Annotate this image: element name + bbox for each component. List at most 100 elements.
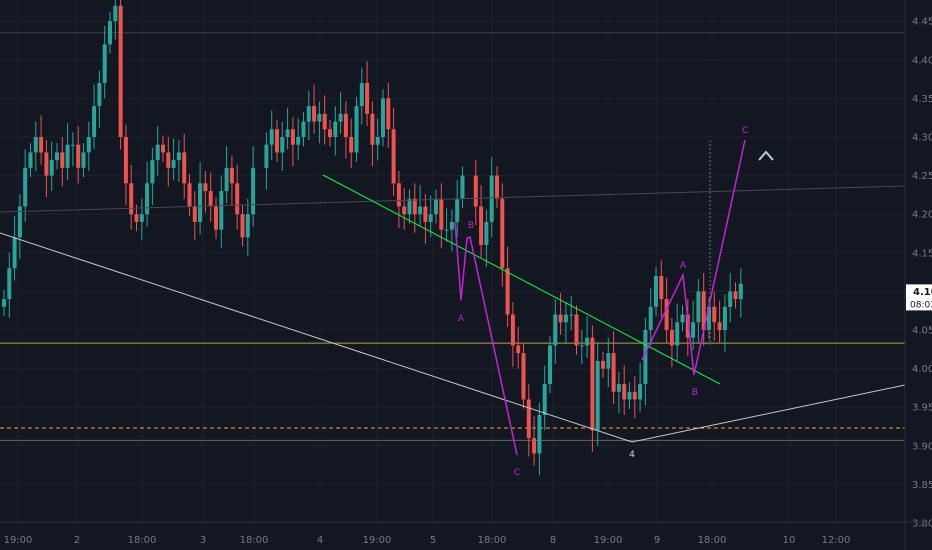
drawings bbox=[0, 139, 906, 456]
candle-body bbox=[343, 113, 348, 137]
candles bbox=[2, 0, 743, 476]
y-tick-label: 3.85 bbox=[912, 480, 932, 491]
time-axis[interactable]: 19:00 2 18:00 3 18:00 4 19:00 5 18:00 8 19:00 9 18:0… bbox=[0, 521, 932, 546]
candle-body bbox=[129, 183, 134, 215]
y-tick-label: 4.30 bbox=[912, 133, 932, 144]
last-price-label: 4.10 bbox=[913, 287, 932, 298]
x-tick-label: 19:00 bbox=[4, 535, 33, 546]
candle-body bbox=[214, 206, 218, 230]
candle-body bbox=[722, 306, 727, 330]
wave-labels: A B C A B C 4 bbox=[458, 126, 748, 478]
candle-body bbox=[235, 183, 240, 215]
candle-body bbox=[407, 198, 412, 215]
candle-body bbox=[733, 291, 738, 300]
wave-label: A bbox=[458, 314, 465, 324]
wave-label: C bbox=[514, 468, 520, 478]
candle-body bbox=[198, 183, 203, 222]
candle-body bbox=[145, 183, 150, 215]
candle-body bbox=[92, 106, 97, 137]
candle-body bbox=[49, 160, 54, 176]
candle-body bbox=[444, 229, 449, 231]
candle-body bbox=[632, 391, 637, 400]
candle-body bbox=[495, 175, 499, 199]
price-axis[interactable]: 4.654.604.554.504.454.404.354.304.254.20… bbox=[904, 0, 932, 550]
candle-body bbox=[2, 299, 6, 307]
y-tick-label: 3.90 bbox=[912, 441, 932, 452]
candle-body bbox=[712, 306, 717, 323]
candle-body bbox=[240, 214, 245, 238]
candle-body bbox=[280, 137, 285, 153]
y-tick-label: 4.45 bbox=[912, 17, 932, 28]
candle-body bbox=[563, 314, 568, 323]
candle-body bbox=[728, 291, 733, 307]
candle-body bbox=[479, 206, 484, 246]
candle-body bbox=[333, 121, 338, 137]
candle-body bbox=[643, 330, 648, 385]
candle-body bbox=[269, 129, 274, 145]
x-tick-label: 2 bbox=[74, 535, 80, 546]
wave-abc-right bbox=[641, 139, 746, 376]
candle-body bbox=[590, 337, 595, 431]
candle-body bbox=[627, 391, 632, 400]
candle-body bbox=[386, 98, 391, 130]
x-tick-label: 10 bbox=[783, 535, 796, 546]
candle-body bbox=[418, 206, 423, 215]
candle-body bbox=[691, 322, 696, 338]
candle-body bbox=[460, 175, 465, 199]
candle-body bbox=[569, 314, 574, 316]
candle-body bbox=[696, 291, 701, 323]
candle-body bbox=[521, 353, 526, 400]
candle-body bbox=[86, 137, 91, 153]
candle-body bbox=[312, 106, 317, 122]
candle-body bbox=[654, 275, 658, 307]
candle-body bbox=[370, 113, 375, 145]
candle-body bbox=[396, 183, 401, 207]
candle-body bbox=[12, 237, 17, 269]
candle-body bbox=[365, 82, 370, 114]
candle-body bbox=[579, 345, 584, 347]
candle-body bbox=[229, 167, 234, 184]
candle-body bbox=[123, 137, 128, 184]
candle-body bbox=[322, 113, 327, 130]
candle-body bbox=[39, 137, 44, 153]
candle-body bbox=[102, 44, 107, 83]
candle-body bbox=[296, 137, 301, 145]
candle-body bbox=[301, 121, 306, 137]
candle-body bbox=[701, 291, 706, 330]
candle-body bbox=[349, 137, 354, 153]
candle-body bbox=[510, 314, 515, 346]
candle-body bbox=[680, 314, 685, 323]
candle-body bbox=[306, 106, 311, 122]
candle-body bbox=[55, 152, 59, 161]
candle-body bbox=[375, 137, 380, 145]
wave-label: C bbox=[742, 126, 748, 136]
y-tick-label: 3.95 bbox=[912, 403, 932, 414]
candle-body bbox=[412, 198, 417, 215]
candle-body bbox=[548, 345, 552, 385]
candle-body bbox=[139, 214, 144, 222]
candle-body bbox=[455, 198, 460, 222]
candle-body bbox=[381, 98, 385, 137]
candle-body bbox=[595, 360, 600, 431]
candle-body bbox=[402, 206, 407, 215]
candle-body bbox=[428, 214, 433, 222]
candle-body bbox=[33, 137, 38, 153]
y-tick-label: 4.15 bbox=[912, 248, 932, 259]
x-tick-label: 19:00 bbox=[594, 535, 623, 546]
candle-body bbox=[542, 384, 547, 415]
candle-body bbox=[187, 183, 192, 207]
candle-body bbox=[669, 330, 674, 346]
candle-body bbox=[473, 175, 478, 207]
candle-body bbox=[192, 206, 197, 222]
candle-body bbox=[328, 129, 332, 137]
candle-body bbox=[338, 113, 343, 122]
y-tick-label: 4.25 bbox=[912, 171, 932, 182]
candle-body bbox=[245, 214, 250, 238]
candle-body bbox=[707, 306, 711, 330]
candle-body bbox=[44, 152, 49, 176]
candle-body bbox=[601, 360, 605, 369]
candle-body bbox=[500, 198, 505, 269]
